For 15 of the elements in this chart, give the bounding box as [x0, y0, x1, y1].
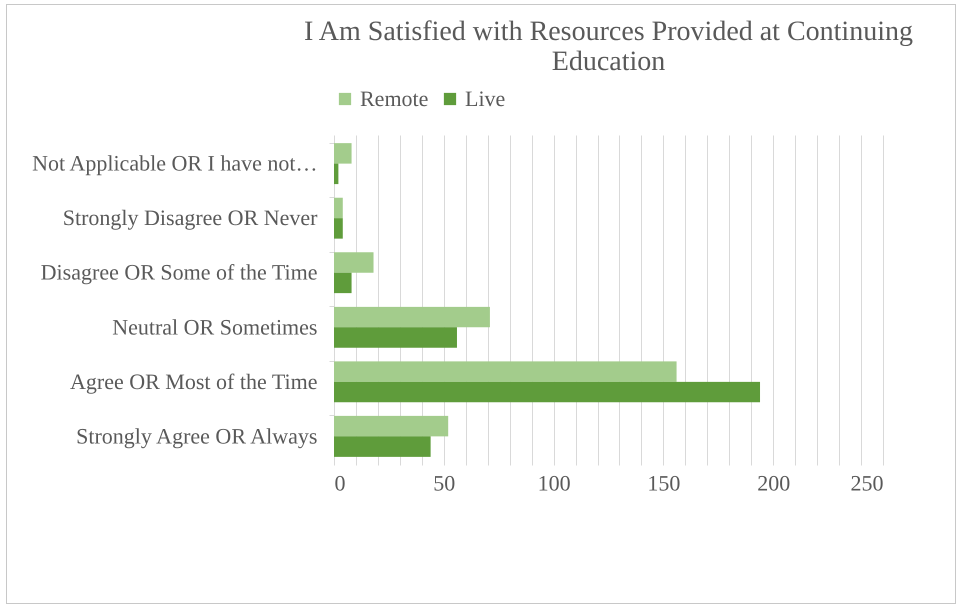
y-tick-label: Neutral OR Sometimes	[112, 314, 318, 340]
chart-title: I Am Satisfied with Resources Provided at Continuing Education	[304, 16, 913, 77]
x-tick-label: 250	[850, 470, 884, 496]
legend-label: Live	[465, 86, 506, 111]
legend-label: Remote	[360, 86, 428, 111]
y-tick-label: Not Applicable OR I have not…	[32, 150, 318, 176]
y-tick-label: Agree OR Most of the Time	[70, 368, 318, 394]
x-tick-label: 50	[433, 470, 456, 496]
x-tick-label: 0	[334, 470, 346, 496]
y-tick-label: Strongly Agree OR Always	[76, 423, 318, 448]
y-tick-label: Disagree OR Some of the Time	[40, 260, 318, 285]
x-tick-label: 200	[757, 470, 790, 496]
x-tick-label: 150	[647, 470, 680, 496]
y-tick-label: Strongly Disagree OR Never	[62, 205, 318, 230]
x-tick-label: 100	[538, 470, 571, 496]
